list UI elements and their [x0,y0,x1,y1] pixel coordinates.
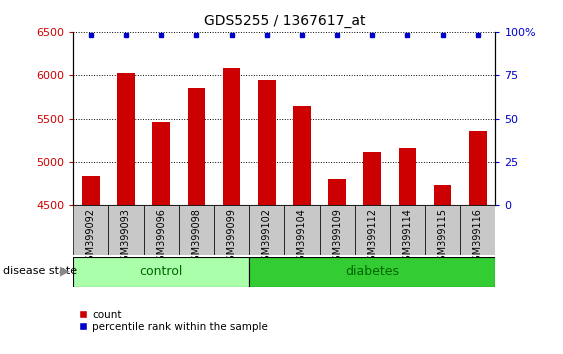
Bar [469,131,486,205]
Bar [73,257,249,287]
Bar [390,205,425,255]
Title: GDS5255 / 1367617_at: GDS5255 / 1367617_at [204,14,365,28]
Bar [434,185,452,205]
Text: control: control [140,265,183,278]
Text: GSM399093: GSM399093 [121,208,131,267]
Bar [399,148,416,205]
Text: GSM399115: GSM399115 [437,208,448,267]
Bar [425,205,461,255]
Bar [117,74,135,205]
Bar [249,257,495,287]
Text: GSM399098: GSM399098 [191,208,202,267]
Bar [179,205,214,255]
Bar [320,205,355,255]
Bar [214,205,249,255]
Bar [461,205,495,255]
Bar [223,68,240,205]
Bar [293,107,311,205]
Text: ▶: ▶ [60,264,70,277]
Bar [284,205,320,255]
Bar [153,122,170,205]
Bar [328,179,346,205]
Text: GSM399092: GSM399092 [86,208,96,267]
Text: GSM399116: GSM399116 [473,208,483,267]
Text: GSM399112: GSM399112 [367,208,377,267]
Bar [82,176,100,205]
Bar [108,205,144,255]
Bar [73,205,108,255]
Bar [355,205,390,255]
Text: GSM399102: GSM399102 [262,208,272,267]
Text: GSM399104: GSM399104 [297,208,307,267]
Text: GSM399109: GSM399109 [332,208,342,267]
Text: GSM399099: GSM399099 [226,208,236,267]
Bar [364,152,381,205]
Bar [249,205,284,255]
Legend: count, percentile rank within the sample: count, percentile rank within the sample [78,310,268,332]
Bar [144,205,179,255]
Text: diabetes: diabetes [345,265,399,278]
Bar [187,88,205,205]
Text: GSM399114: GSM399114 [403,208,413,267]
Bar [258,80,275,205]
Text: GSM399096: GSM399096 [156,208,166,267]
Text: disease state: disease state [3,266,77,276]
